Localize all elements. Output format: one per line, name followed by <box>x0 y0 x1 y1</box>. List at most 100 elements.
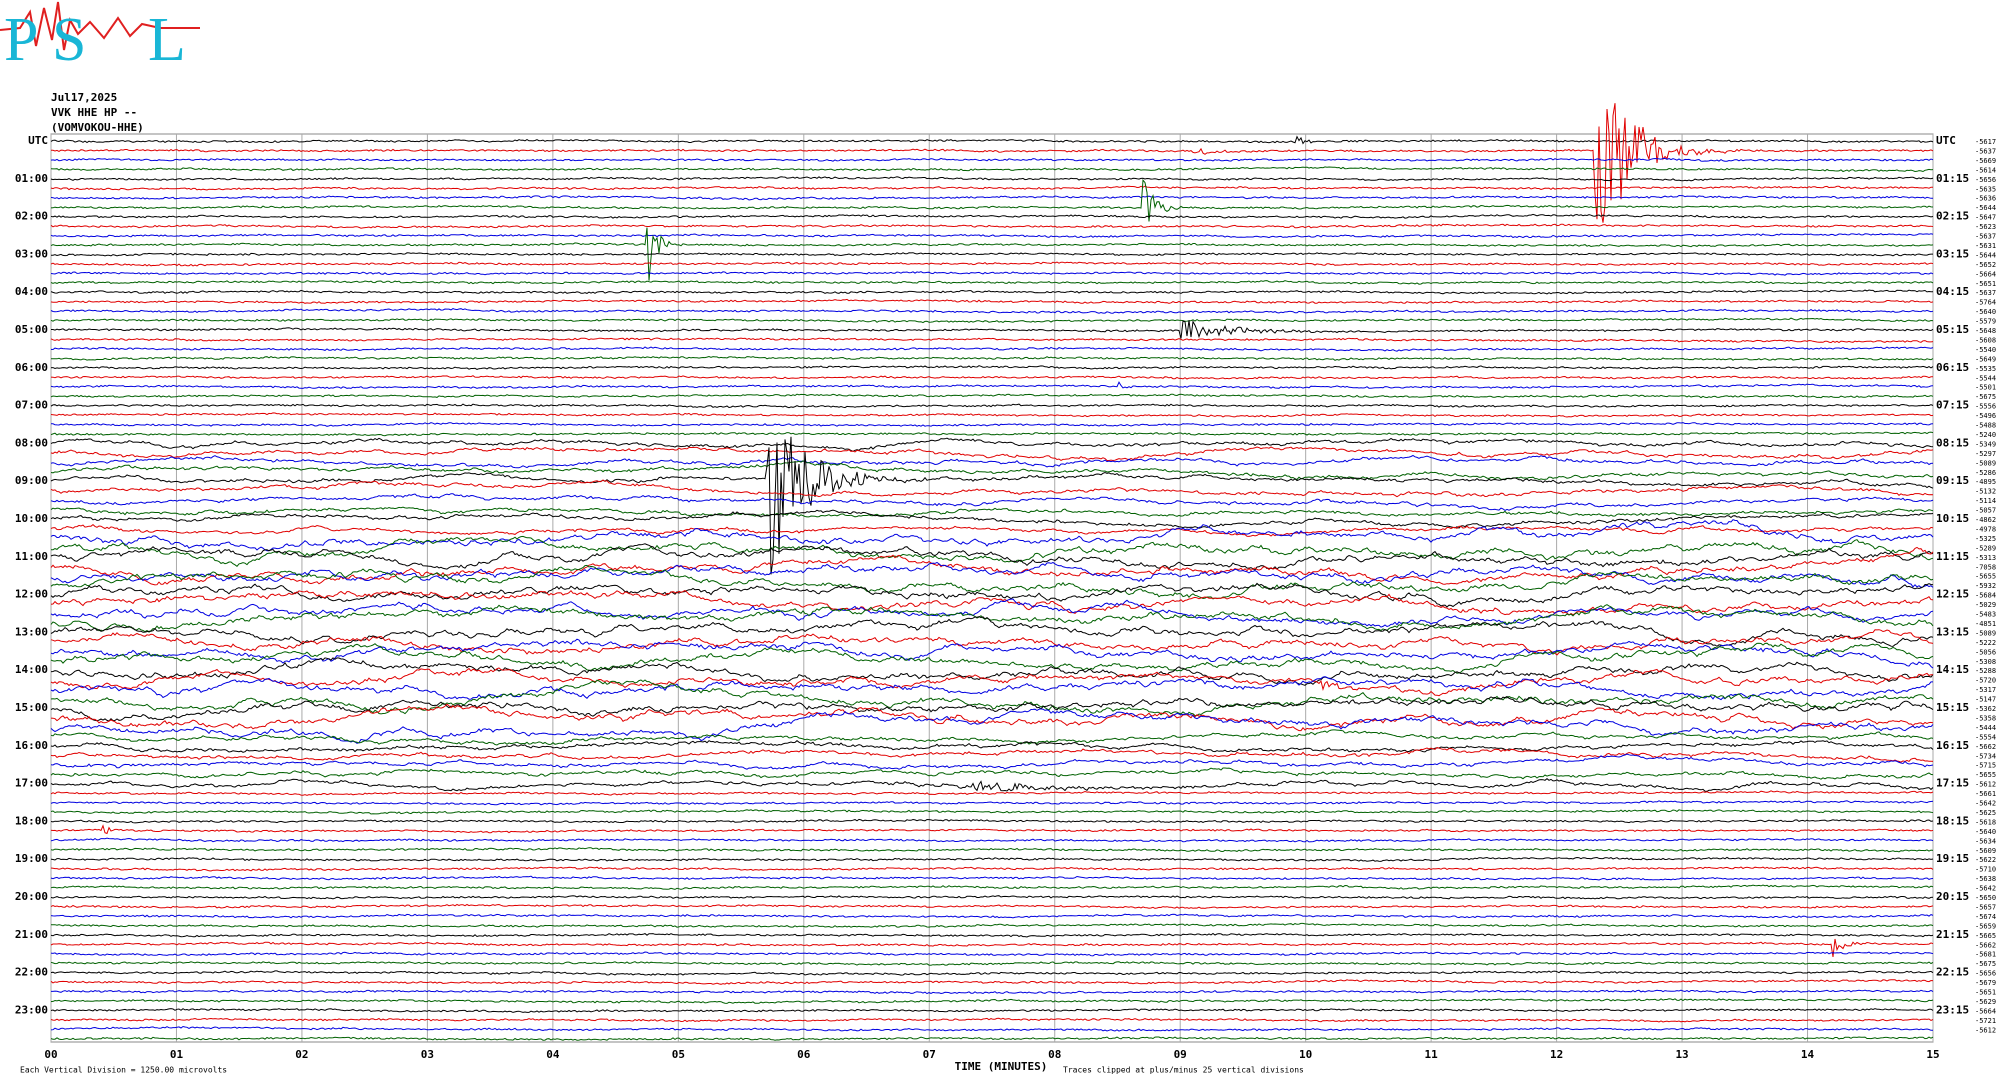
trace <box>50 213 1934 219</box>
right-time-label: 20:15 <box>1936 890 1969 903</box>
trace-offset: -5764 <box>1975 299 1996 307</box>
trace-offset: -5313 <box>1975 554 1996 562</box>
trace <box>51 320 1934 339</box>
trace-offset: -5297 <box>1975 450 1996 458</box>
trace <box>51 252 1933 257</box>
trace-offset: -5684 <box>1975 592 1996 600</box>
right-time-label: 18:15 <box>1936 814 1969 827</box>
trace-offset: -5640 <box>1975 828 1996 836</box>
trace <box>50 837 1934 843</box>
trace <box>50 227 1934 281</box>
trace-offset: -4862 <box>1975 516 1996 524</box>
trace <box>50 951 1934 957</box>
left-time-label: 04:00 <box>15 285 48 298</box>
trace <box>50 261 1934 267</box>
trace-offset: -5662 <box>1975 941 1996 949</box>
right-time-label: 16:15 <box>1936 739 1969 752</box>
trace <box>50 194 1933 201</box>
trace-offset: -5147 <box>1975 696 1996 704</box>
trace <box>50 271 1934 276</box>
trace <box>50 970 1934 976</box>
trace-offset: -5644 <box>1975 204 1996 212</box>
note-right: Traces clipped at plus/minus 25 vertical… <box>1063 1066 1304 1075</box>
date: Jul17,2025 <box>51 91 117 104</box>
trace <box>50 961 1934 966</box>
trace <box>50 509 1934 529</box>
trace <box>50 543 1934 571</box>
trace-offset: -5544 <box>1975 374 1996 382</box>
trace <box>50 135 1934 145</box>
trace <box>50 393 1934 399</box>
trace <box>50 747 1934 763</box>
trace <box>50 903 1934 909</box>
trace-offset: -5612 <box>1975 781 1996 789</box>
x-tick-label: 14 <box>1801 1048 1815 1061</box>
right-time-label: 09:15 <box>1936 474 1969 487</box>
right-time-label: 12:15 <box>1936 588 1969 601</box>
trace-offset: -5617 <box>1975 138 1996 146</box>
trace <box>50 506 1934 518</box>
right-time-label: 06:15 <box>1936 361 1969 374</box>
trace-offset: -5488 <box>1975 422 1996 430</box>
x-tick-label: 13 <box>1675 1048 1688 1061</box>
left-time-label: 12:00 <box>15 588 48 601</box>
trace-offset: -5444 <box>1975 724 1996 732</box>
x-tick-label: 03 <box>421 1048 434 1061</box>
trace <box>50 604 1934 633</box>
trace-offset: -5579 <box>1975 318 1996 326</box>
right-time-label: 03:15 <box>1936 247 1969 260</box>
left-time-label: 19:00 <box>15 852 48 865</box>
right-time-label: 21:15 <box>1936 928 1969 941</box>
trace-offset: -5657 <box>1975 903 1996 911</box>
trace <box>50 778 1934 792</box>
trace-offset: -5662 <box>1975 743 1996 751</box>
trace-offset: -5637 <box>1975 289 1996 297</box>
trace-offset: -5636 <box>1975 195 1996 203</box>
trace <box>50 185 1934 191</box>
trace-offset: -4851 <box>1975 620 1996 628</box>
trace-offset: -5669 <box>1975 157 1996 165</box>
trace <box>50 446 1934 462</box>
trace-offset: -5675 <box>1975 960 1996 968</box>
trace <box>50 289 1933 295</box>
x-tick-label: 15 <box>1926 1048 1939 1061</box>
trace-offset: -5240 <box>1975 431 1996 439</box>
trace <box>50 355 1934 361</box>
trace <box>51 535 1934 567</box>
trace-offset: -5656 <box>1975 176 1996 184</box>
left-time-label: 21:00 <box>15 928 48 941</box>
right-time-label: 13:15 <box>1936 625 1969 638</box>
trace <box>50 375 1934 380</box>
trace-offset: -5655 <box>1975 573 1996 581</box>
trace-offset: -5056 <box>1975 648 1996 656</box>
trace-offset: -5710 <box>1975 866 1996 874</box>
trace-offset: -5642 <box>1975 800 1996 808</box>
logo-squiggle <box>0 1 200 51</box>
trace <box>50 493 1934 511</box>
trace-offset: -5675 <box>1975 393 1996 401</box>
trace-offset: -7058 <box>1975 563 1996 571</box>
trace <box>50 1017 1934 1023</box>
trace <box>50 856 1934 862</box>
trace <box>50 642 1934 674</box>
trace <box>50 233 1934 239</box>
trace-offset: -5057 <box>1975 507 1996 515</box>
trace-offset: -5664 <box>1975 270 1996 278</box>
trace-offset: -5674 <box>1975 913 1996 921</box>
trace <box>50 818 1934 824</box>
trace-offset: -4895 <box>1975 478 1996 486</box>
trace <box>51 103 1934 223</box>
trace <box>50 679 1934 717</box>
trace-offset: -5308 <box>1975 658 1996 666</box>
trace-offset: -5612 <box>1975 1026 1996 1034</box>
trace <box>50 598 1934 628</box>
trace <box>50 998 1934 1004</box>
trace <box>50 875 1934 881</box>
trace-offset: -5288 <box>1975 667 1996 675</box>
trace-offset: -5649 <box>1975 355 1996 363</box>
note-left: Each Vertical Division = 1250.00 microvo… <box>20 1066 227 1075</box>
trace-offset: -5720 <box>1975 677 1996 685</box>
trace-offset: -5644 <box>1975 251 1996 259</box>
trace-offset: -5681 <box>1975 951 1996 959</box>
right-time-label: 01:15 <box>1936 172 1969 185</box>
